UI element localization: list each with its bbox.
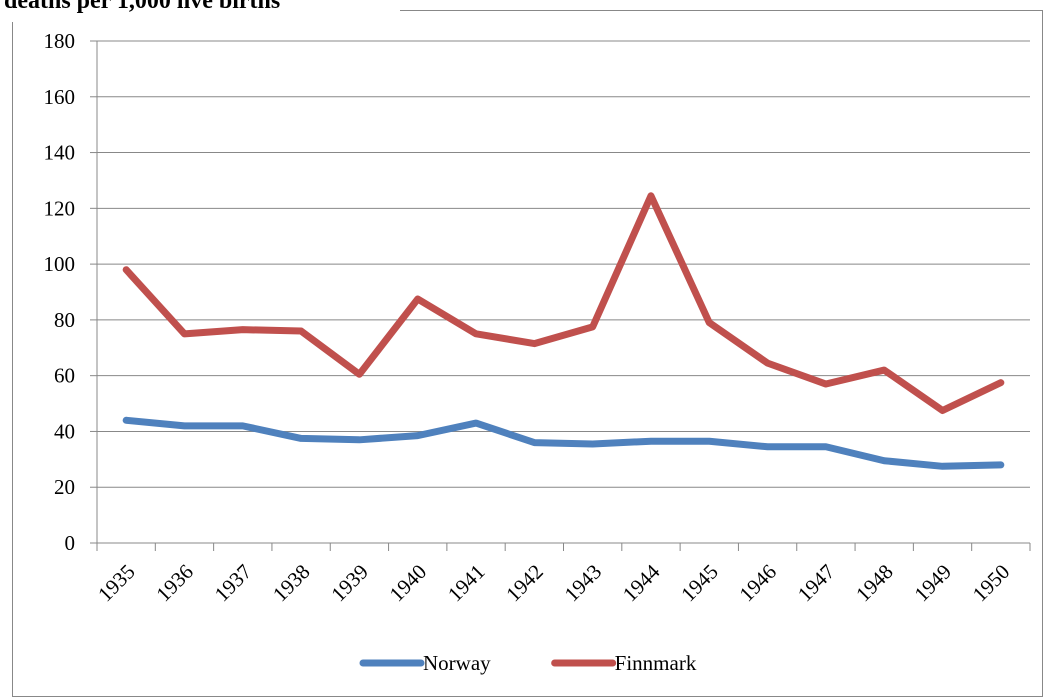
y-tick-label: 20 (54, 475, 75, 499)
y-tick-label: 120 (44, 196, 76, 220)
x-tick-label: 1941 (443, 560, 490, 607)
title-backdrop (0, 0, 400, 22)
x-tick-label: 1945 (676, 560, 723, 607)
y-tick-label: 40 (54, 419, 75, 443)
y-tick-label: 100 (44, 252, 76, 276)
x-tick-label: 1935 (93, 560, 140, 607)
x-tick-label: 1942 (501, 560, 548, 607)
data-line (122, 192, 1005, 415)
x-tick-label: 1947 (793, 560, 840, 607)
y-tick-label: 180 (44, 29, 76, 53)
y-tick-label: 140 (44, 141, 76, 165)
x-tick-label: 1948 (851, 560, 898, 607)
x-tick-label: 1938 (268, 560, 315, 607)
x-tick-label: 1943 (560, 560, 607, 607)
y-tick-label: 80 (54, 308, 75, 332)
y-tick-label: 60 (54, 364, 75, 388)
x-tick-label: 1939 (326, 560, 373, 607)
x-tick-label: 1949 (909, 560, 956, 607)
x-tick-label: 1936 (151, 560, 198, 607)
x-tick-label: 1937 (210, 560, 257, 607)
x-tick-label: 1950 (968, 560, 1015, 607)
y-tick-label: 160 (44, 85, 76, 109)
x-tick-label: 1946 (734, 560, 781, 607)
x-tick-label: 1944 (618, 559, 665, 606)
x-tick-label: 1940 (385, 560, 432, 607)
y-tick-label: 0 (65, 531, 76, 555)
chart-title: deaths per 1,000 live births (4, 0, 280, 14)
legend-label: Norway (423, 651, 491, 675)
legend-label: Finnmark (615, 651, 697, 675)
data-line (122, 416, 1005, 470)
